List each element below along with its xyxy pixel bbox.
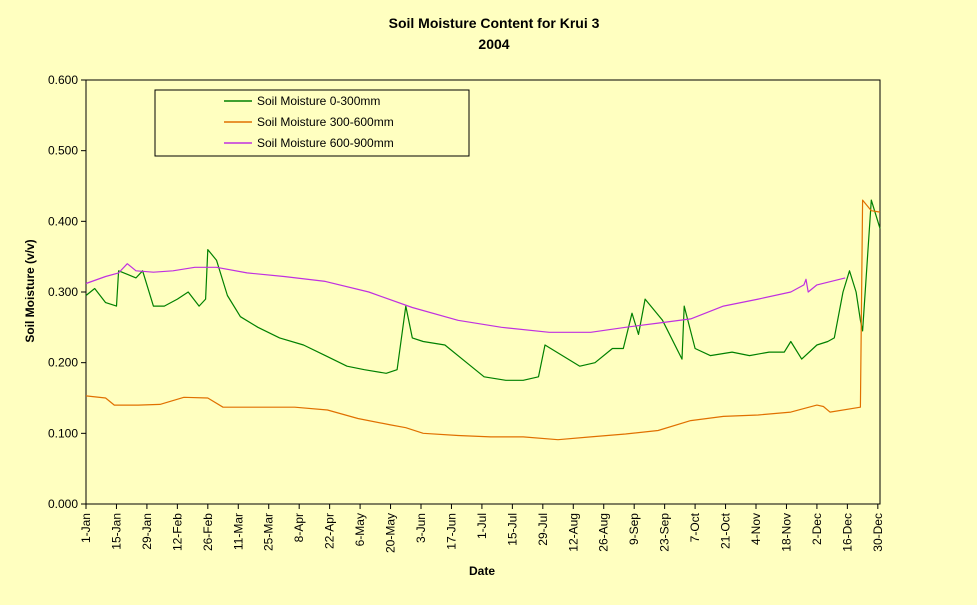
x-tick-label: 9-Sep bbox=[627, 513, 641, 545]
x-tick-label: 22-Apr bbox=[323, 513, 337, 549]
y-tick-label: 0.000 bbox=[48, 497, 78, 511]
legend-label: Soil Moisture 0-300mm bbox=[257, 94, 380, 108]
y-tick-label: 0.500 bbox=[48, 144, 78, 158]
series-lines bbox=[85, 199, 881, 441]
x-tick-label: 8-Apr bbox=[292, 513, 306, 542]
x-tick-label: 16-Dec bbox=[840, 513, 854, 552]
x-tick-label: 23-Sep bbox=[658, 513, 672, 552]
x-tick-label: 4-Nov bbox=[749, 513, 763, 545]
x-tick-label: 17-Jun bbox=[444, 513, 458, 550]
x-tick-label: 6-May bbox=[353, 513, 367, 546]
y-tick-label: 0.200 bbox=[48, 356, 78, 370]
y-tick-label: 0.300 bbox=[48, 285, 78, 299]
x-tick-label: 18-Nov bbox=[779, 513, 793, 552]
y-axis-label: Soil Moisture (v/v) bbox=[23, 239, 37, 342]
series-line-1 bbox=[85, 199, 881, 381]
x-axis-label: Date bbox=[469, 564, 495, 578]
y-tick-label: 0.100 bbox=[48, 426, 78, 440]
x-tick-label: 26-Aug bbox=[597, 513, 611, 552]
x-tick-label: 21-Oct bbox=[719, 512, 733, 549]
x-tick-label: 11-Mar bbox=[231, 513, 245, 550]
y-axis: 0.000 0.100 0.200 0.300 0.400 0.500 0.600 bbox=[48, 73, 86, 511]
x-tick-label: 30-Dec bbox=[871, 513, 885, 552]
y-tick-label: 0.400 bbox=[48, 214, 78, 228]
chart-title: Soil Moisture Content for Krui 3 bbox=[389, 15, 600, 31]
x-tick-label: 3-Jun bbox=[414, 513, 428, 543]
legend-box bbox=[154, 89, 470, 157]
x-tick-label: 29-Jan bbox=[140, 513, 154, 550]
x-tick-label: 15-Jul bbox=[505, 513, 519, 546]
x-tick-label: 1-Jan bbox=[79, 513, 93, 543]
x-tick-label: 15-Jan bbox=[109, 513, 123, 550]
x-tick-label: 29-Jul bbox=[536, 513, 550, 546]
y-tick-label: 0.600 bbox=[48, 73, 78, 87]
x-tick-label: 2-Dec bbox=[810, 513, 824, 545]
legend-label: Soil Moisture 300-600mm bbox=[257, 115, 394, 129]
legend-label: Soil Moisture 600-900mm bbox=[257, 136, 394, 150]
series-line-2 bbox=[85, 199, 881, 441]
x-tick-label: 12-Feb bbox=[170, 513, 184, 551]
x-tick-label: 26-Feb bbox=[201, 513, 215, 551]
series-line-3 bbox=[85, 263, 846, 333]
x-tick-label: 1-Jul bbox=[475, 513, 489, 539]
x-tick-label: 7-Oct bbox=[688, 512, 702, 542]
legend: Soil Moisture 0-300mm Soil Moisture 300-6… bbox=[154, 89, 470, 157]
x-axis: 1-Jan 15-Jan 29-Jan 12-Feb 26-Feb 11-Mar 25-Ma… bbox=[79, 504, 885, 553]
x-tick-label: 25-Mar bbox=[262, 513, 276, 551]
chart-subtitle: 2004 bbox=[478, 36, 509, 52]
x-tick-label: 20-May bbox=[384, 513, 398, 553]
x-tick-label: 12-Aug bbox=[566, 513, 580, 552]
